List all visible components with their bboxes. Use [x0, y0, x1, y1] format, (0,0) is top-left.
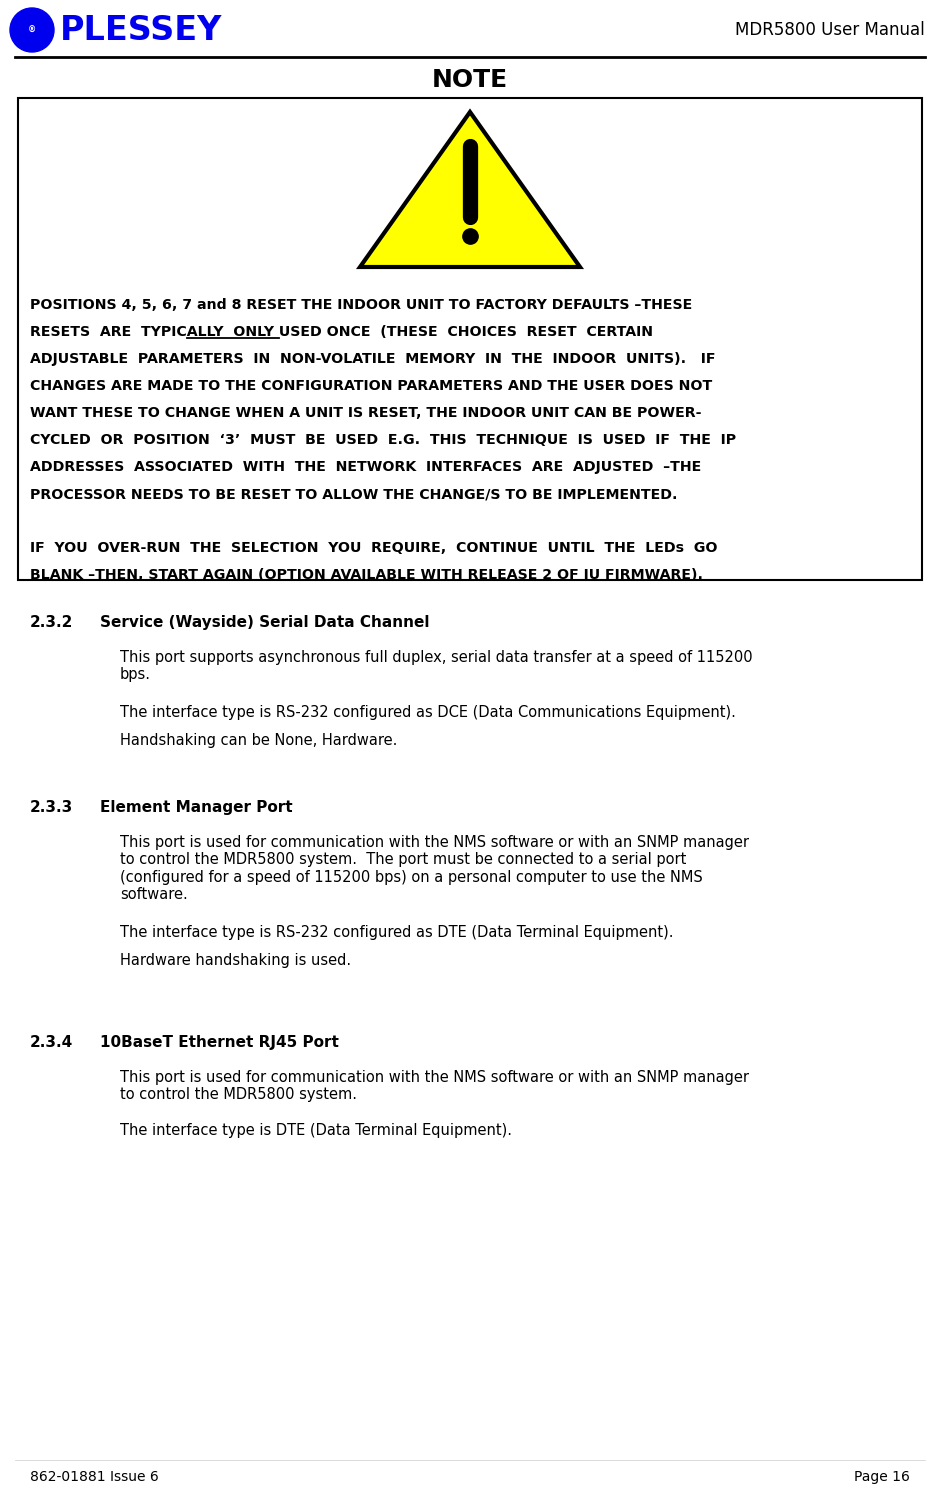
Text: RESETS  ARE  TYPICALLY  ONLY USED ONCE  (THESE  CHOICES  RESET  CERTAIN: RESETS ARE TYPICALLY ONLY USED ONCE (THE… [30, 324, 653, 339]
Text: The interface type is DTE (Data Terminal Equipment).: The interface type is DTE (Data Terminal… [120, 1123, 512, 1138]
Text: Element Manager Port: Element Manager Port [100, 800, 292, 815]
Text: IF  YOU  OVER-RUN  THE  SELECTION  YOU  REQUIRE,  CONTINUE  UNTIL  THE  LEDs  GO: IF YOU OVER-RUN THE SELECTION YOU REQUIR… [30, 541, 717, 555]
Text: 2.3.3: 2.3.3 [30, 800, 73, 815]
Text: WANT THESE TO CHANGE WHEN A UNIT IS RESET, THE INDOOR UNIT CAN BE POWER-: WANT THESE TO CHANGE WHEN A UNIT IS RESE… [30, 407, 701, 420]
Text: 2.3.4: 2.3.4 [30, 1035, 73, 1049]
Text: This port is used for communication with the NMS software or with an SNMP manage: This port is used for communication with… [120, 836, 749, 901]
Text: PROCESSOR NEEDS TO BE RESET TO ALLOW THE CHANGE/S TO BE IMPLEMENTED.: PROCESSOR NEEDS TO BE RESET TO ALLOW THE… [30, 487, 678, 501]
Circle shape [10, 7, 54, 52]
Text: BLANK –THEN, START AGAIN (OPTION AVAILABLE WITH RELEASE 2 OF IU FIRMWARE).: BLANK –THEN, START AGAIN (OPTION AVAILAB… [30, 568, 703, 582]
Text: POSITIONS 4, 5, 6, 7 and 8 RESET THE INDOOR UNIT TO FACTORY DEFAULTS –THESE: POSITIONS 4, 5, 6, 7 and 8 RESET THE IND… [30, 298, 692, 312]
Text: NOTE: NOTE [432, 67, 508, 93]
Text: 10BaseT Ethernet RJ45 Port: 10BaseT Ethernet RJ45 Port [100, 1035, 339, 1049]
Text: 2.3.2: 2.3.2 [30, 614, 73, 629]
Text: Service (Wayside) Serial Data Channel: Service (Wayside) Serial Data Channel [100, 614, 430, 629]
Text: CYCLED  OR  POSITION  ‘3’  MUST  BE  USED  E.G.  THIS  TECHNIQUE  IS  USED  IF  : CYCLED OR POSITION ‘3’ MUST BE USED E.G.… [30, 434, 736, 447]
Text: Handshaking can be None, Hardware.: Handshaking can be None, Hardware. [120, 733, 398, 748]
Text: This port is used for communication with the NMS software or with an SNMP manage: This port is used for communication with… [120, 1070, 749, 1102]
Text: ADDRESSES  ASSOCIATED  WITH  THE  NETWORK  INTERFACES  ARE  ADJUSTED  –THE: ADDRESSES ASSOCIATED WITH THE NETWORK IN… [30, 460, 701, 474]
Text: Hardware handshaking is used.: Hardware handshaking is used. [120, 952, 352, 967]
Text: The interface type is RS-232 configured as DTE (Data Terminal Equipment).: The interface type is RS-232 configured … [120, 925, 673, 940]
Text: ADJUSTABLE  PARAMETERS  IN  NON-VOLATILE  MEMORY  IN  THE  INDOOR  UNITS).   IF: ADJUSTABLE PARAMETERS IN NON-VOLATILE ME… [30, 351, 715, 366]
Text: CHANGES ARE MADE TO THE CONFIGURATION PARAMETERS AND THE USER DOES NOT: CHANGES ARE MADE TO THE CONFIGURATION PA… [30, 380, 713, 393]
Text: This port supports asynchronous full duplex, serial data transfer at a speed of : This port supports asynchronous full dup… [120, 650, 753, 682]
Text: ®: ® [28, 25, 36, 34]
Text: Page 16: Page 16 [854, 1470, 910, 1485]
FancyBboxPatch shape [18, 99, 922, 580]
Text: PLESSEY: PLESSEY [60, 13, 223, 46]
Polygon shape [360, 112, 580, 268]
Text: 862-01881 Issue 6: 862-01881 Issue 6 [30, 1470, 159, 1485]
Text: The interface type is RS-232 configured as DCE (Data Communications Equipment).: The interface type is RS-232 configured … [120, 706, 736, 721]
Text: MDR5800 User Manual: MDR5800 User Manual [735, 21, 925, 39]
